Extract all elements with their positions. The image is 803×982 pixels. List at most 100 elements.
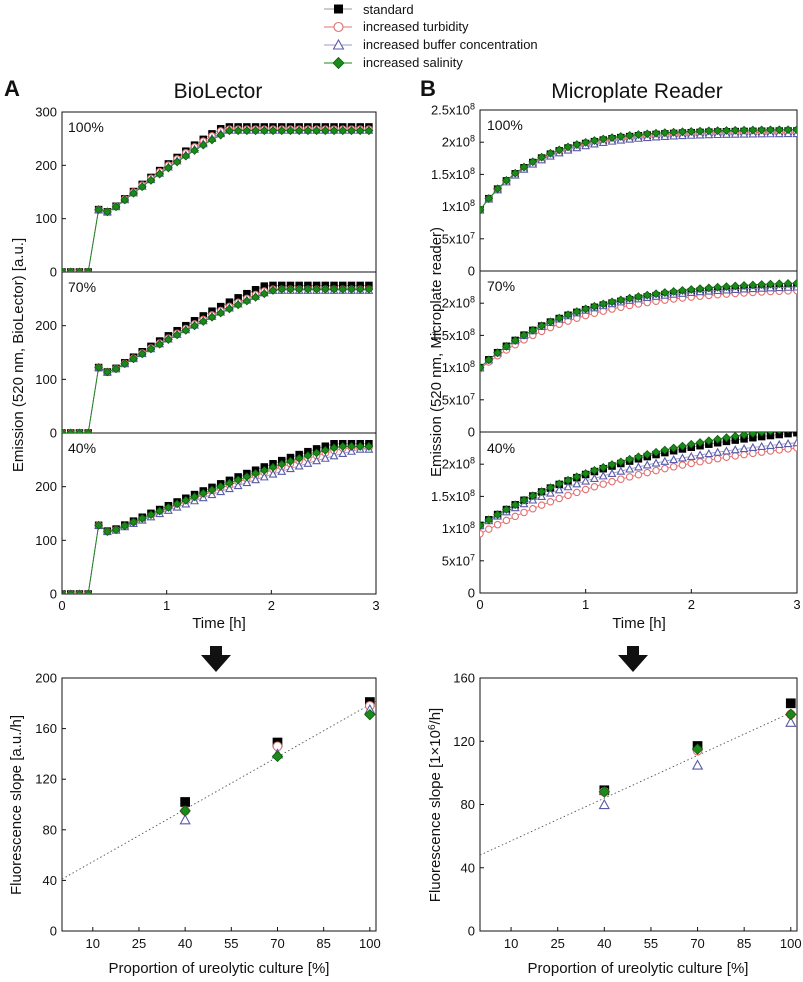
microplate-y-tick-label: 2x108 [442,456,475,472]
biolector-point-increased-salinity [294,126,304,136]
biolector-point-increased-salinity [294,454,304,463]
microplate-point-increased-salinity [774,125,784,135]
biolector-point-increased-salinity [172,157,182,167]
microplate-point-increased-salinity [722,126,731,135]
microplate-point-increased-salinity [704,126,714,136]
biolector-point-increased-buffer-concentration [303,458,313,467]
ylabel-microplate: Emission (520 nm, Microplate reader) [428,227,445,477]
slope-biolector-point-increased-buffer-concentration [179,814,191,825]
biolector-point-increased-salinity [198,317,208,326]
biolector-point-increased-salinity [355,284,365,294]
microplate-point-increased-salinity [730,281,740,291]
biolector-point-increased-salinity [320,284,330,294]
microplate-point-increased-turbidity [634,470,643,479]
biolector-point-increased-salinity [181,325,191,335]
slope-microplate-x-tick-label: 25 [550,936,564,951]
slope-microplate-x-tick-label: 55 [644,936,658,951]
slope-microplate-y-tick-label: 120 [453,734,475,749]
slope-biolector-point-increased-salinity [179,805,191,817]
microplate-panel-100: 0 5x107 1x108 1.5x108 2x108 2.5x108 [431,102,797,279]
microplate-point-increased-salinity [686,127,696,136]
biolector-point-increased-salinity [163,503,173,512]
microplate-point-increased-salinity [554,313,564,323]
microplate-point-increased-salinity [713,126,723,136]
slope-biolector-x-tick-label: 55 [224,936,238,951]
slope-biolector-y-tick-label: 0 [50,924,57,939]
microplate-point-increased-buffer-concentration [695,450,705,459]
microplate-point-increased-salinity [625,293,635,303]
microplate-point-increased-salinity [722,282,731,291]
slope-microplate-y-tick-label: 40 [461,860,475,875]
microplate-point-increased-salinity [713,434,723,444]
microplate-point-increased-salinity [660,445,670,455]
biolector-point-increased-buffer-concentration [338,448,348,458]
microplate-point-increased-turbidity [546,497,555,506]
slope-microplate-fit-line [479,709,798,856]
slope-biolector-y-tick-label: 40 [43,873,57,888]
microplate-point-increased-salinity [616,132,626,141]
microplate-point-increased-salinity [493,184,503,194]
biolector-point-increased-buffer-concentration [251,475,261,484]
microplate-point-increased-turbidity [625,473,634,481]
microplate-point-increased-salinity [739,432,749,440]
microplate-point-increased-salinity [537,487,547,497]
microplate-point-increased-buffer-concentration [669,455,679,464]
microplate-point-increased-salinity [695,438,705,447]
microplate-panel-70: 0 5x107 1x108 1.5x108 2x108 [431,278,797,440]
biolector-point-increased-salinity [312,448,322,458]
microplate-point-increased-buffer-concentration [607,468,617,478]
biolector-point-increased-buffer-concentration [242,478,252,487]
microplate-point-increased-salinity [519,495,529,505]
microplate-point-increased-salinity [634,452,643,462]
microplate-point-increased-salinity [748,432,758,438]
microplate-point-increased-salinity [616,295,626,305]
biolector-point-increased-salinity [286,456,295,466]
biolector-point-increased-buffer-concentration [312,456,322,465]
microplate-point-increased-salinity [730,125,740,135]
microplate-point-increased-buffer-concentration [589,473,599,482]
microplate-point-increased-turbidity [493,520,502,529]
microplate-point-increased-salinity [625,131,635,140]
microplate-point-increased-salinity [528,157,538,167]
microplate-y-tick-label: 0 [468,425,475,440]
biolector-point-increased-salinity [225,304,234,314]
microplate-point-increased-buffer-concentration [625,464,635,473]
microplate-point-increased-salinity [607,297,617,307]
microplate-point-standard [784,432,792,438]
microplate-point-increased-buffer-concentration [572,479,582,488]
microplate-point-increased-buffer-concentration [774,439,784,449]
microplate-panel-40: 0 5x107 1x108 1.5x108 2x108 [431,432,797,601]
microplate-point-increased-buffer-concentration [739,444,749,453]
ylabel-slope-biolector: Fluorescence slope [a.u./h] [8,715,25,895]
biolector-x-tick-label: 3 [372,598,379,613]
slope-biolector-fit-line [61,700,377,880]
legend-label-increased-buffer-concentration: increased buffer concentration [363,37,538,52]
slope-microplate-y-tick-label: 160 [453,671,475,686]
microplate-point-increased-salinity [607,133,617,143]
biolector-point-increased-salinity [233,300,243,310]
microplate-point-increased-salinity [669,287,679,296]
microplate-point-increased-salinity [757,125,767,135]
biolector-point-increased-salinity [83,589,93,594]
slope-biolector-point-standard [180,797,190,807]
microplate-point-increased-salinity [730,432,740,441]
microplate-point-increased-salinity [537,321,547,331]
microplate-point-increased-turbidity [731,452,740,460]
biolector-point-increased-salinity [190,321,199,331]
microplate-point-increased-salinity [554,479,564,489]
biolector-point-increased-salinity [347,442,356,451]
biolector-point-increased-salinity [242,126,252,136]
biolector-point-increased-salinity [312,126,322,136]
microplate-point-increased-salinity [786,432,790,434]
microplate-point-increased-salinity [502,176,511,185]
biolector-series-line-increased-salinity [62,130,369,272]
microplate-point-increased-turbidity [643,468,651,477]
microplate-point-increased-salinity [695,284,705,294]
microplate-point-increased-salinity [546,148,555,158]
microplate-point-increased-turbidity [722,453,731,462]
microplate-point-increased-salinity [766,279,775,289]
microplate-y-tick-label: 2x108 [442,295,475,311]
biolector-point-increased-salinity [94,363,104,372]
microplate-point-increased-buffer-concentration [722,446,731,455]
legend-item-increased-salinity: increased salinity [324,55,463,70]
